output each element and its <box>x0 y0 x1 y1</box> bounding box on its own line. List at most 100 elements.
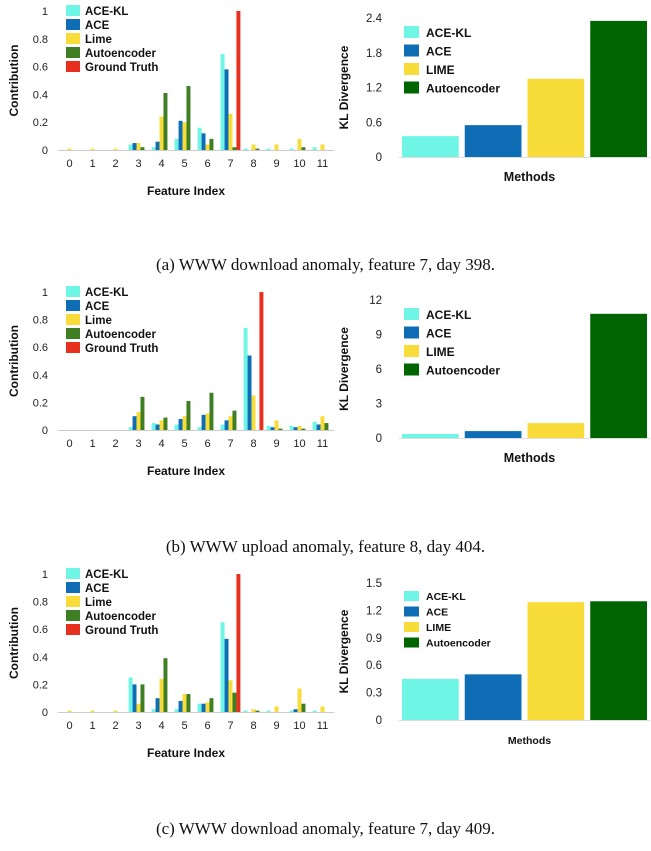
left-bar-b <box>182 416 187 430</box>
left-bar-b <box>205 413 210 430</box>
left-legend-swatch-a <box>66 33 80 44</box>
left-xtick-b: 6 <box>204 438 210 450</box>
left-legend-label-a: ACE-KL <box>85 6 128 18</box>
left-bar-b <box>163 417 168 430</box>
left-ylabel-b: Contribution <box>7 325 21 397</box>
left-bar-c <box>236 574 241 712</box>
left-bar-a <box>155 141 160 150</box>
left-bar-c <box>163 658 168 712</box>
left-legend-swatch-b <box>66 328 80 339</box>
left-legend-swatch-b <box>66 342 80 353</box>
right-legend-swatch-b <box>404 363 419 376</box>
left-xtick-c: 6 <box>204 720 210 732</box>
right-legend-swatch-a <box>404 81 419 94</box>
right-bar-a <box>527 78 585 157</box>
right-legend-label-b: ACE <box>426 327 451 341</box>
right-ytick-a: 0 <box>376 152 382 164</box>
left-legend-label-b: ACE-KL <box>85 287 128 299</box>
left-bar-c <box>159 678 164 712</box>
left-xtick-c: 5 <box>181 720 187 732</box>
left-bar-b <box>243 327 248 430</box>
left-legend-label-b: ACE <box>85 301 110 313</box>
left-xtick-a: 7 <box>227 158 233 170</box>
left-bar-c <box>312 710 317 712</box>
right-ytick-c: 0.3 <box>366 688 382 700</box>
left-bar-a <box>232 147 237 150</box>
right-ytick-b: 6 <box>376 364 382 376</box>
left-bar-c <box>197 703 202 712</box>
left-bar-c <box>155 698 160 712</box>
left-xtick-b: 10 <box>293 438 305 450</box>
left-bar-c <box>67 710 72 712</box>
left-bar-a <box>151 147 156 150</box>
right-ytick-c: 1.2 <box>366 605 382 617</box>
right-legend-swatch-c <box>404 591 419 601</box>
left-bar-a <box>224 69 229 150</box>
left-ytick-a: 1 <box>42 6 48 18</box>
right-ytick-c: 0 <box>376 715 382 727</box>
right-ylabel-c: KL Divergence <box>337 609 351 693</box>
left-bar-c <box>128 677 133 712</box>
left-bar-a <box>132 143 137 150</box>
right-legend-label-a: ACE-KL <box>426 26 471 40</box>
right-legend-label-a: Autoencoder <box>426 82 500 96</box>
left-bar-a <box>163 93 168 150</box>
left-legend-label-c: ACE-KL <box>85 569 128 581</box>
right-legend-swatch-a <box>404 63 419 75</box>
left-bar-c <box>243 710 248 712</box>
right-bar-c <box>590 601 647 720</box>
right-bar-c <box>527 602 585 720</box>
right-ylabel-b: KL Divergence <box>337 327 351 411</box>
right-xlabel-b: Methods <box>504 451 555 465</box>
left-bar-b <box>320 416 325 430</box>
left-bar-b <box>132 416 137 430</box>
left-ytick-a: 0 <box>42 145 48 157</box>
left-xlabel-c: Feature Index <box>147 746 225 760</box>
left-ytick-a: 0.6 <box>33 62 48 74</box>
left-legend-label-c: Lime <box>85 597 112 609</box>
left-bar-c <box>266 710 271 712</box>
left-bar-a <box>178 120 183 150</box>
left-bar-a <box>205 144 210 150</box>
right-ytick-a: 1.2 <box>366 83 382 95</box>
right-ytick-b: 9 <box>376 330 382 342</box>
right-bar-b <box>527 423 585 438</box>
left-legend-swatch-c <box>66 624 80 635</box>
left-ytick-c: 1 <box>42 569 48 581</box>
left-bar-b <box>316 424 321 430</box>
left-xtick-a: 10 <box>293 158 305 170</box>
left-legend-label-b: Ground Truth <box>85 343 158 355</box>
left-bar-a <box>297 138 302 150</box>
left-legend-swatch-c <box>66 568 80 579</box>
left-xtick-a: 4 <box>158 158 164 170</box>
right-ytick-a: 0.6 <box>366 117 382 129</box>
left-bar-c <box>251 709 256 712</box>
left-bar-b <box>186 401 191 430</box>
left-bar-c <box>132 684 137 712</box>
left-bar-c <box>224 638 229 712</box>
left-ytick-b: 0.6 <box>33 342 48 354</box>
left-legend-label-a: Lime <box>85 34 112 46</box>
left-xtick-b: 9 <box>273 438 279 450</box>
left-xtick-a: 0 <box>66 158 72 170</box>
left-bar-a <box>113 148 118 150</box>
left-bar-c <box>209 698 214 712</box>
left-legend-swatch-a <box>66 19 80 30</box>
left-legend-label-a: Ground Truth <box>85 62 158 74</box>
left-bar-b <box>289 425 294 430</box>
left-xtick-a: 6 <box>204 158 210 170</box>
right-bar-b <box>402 433 459 438</box>
left-bar-a <box>236 11 241 150</box>
left-xtick-a: 8 <box>250 158 256 170</box>
left-bar-a <box>182 122 187 150</box>
right-legend-swatch-a <box>404 44 419 57</box>
left-bar-c <box>274 706 279 712</box>
left-bar-b <box>197 427 202 430</box>
left-bar-a <box>174 138 179 150</box>
left-ylabel-a: Contribution <box>7 45 21 117</box>
left-bar-a <box>67 148 72 150</box>
left-bar-a <box>289 148 294 150</box>
left-legend-swatch-c <box>66 582 80 593</box>
left-xtick-b: 7 <box>227 438 233 450</box>
